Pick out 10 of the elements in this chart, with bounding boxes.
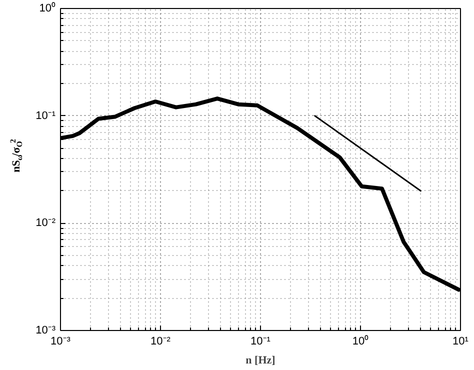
y-tick-label: 10⁻³ (36, 324, 56, 336)
x-axis-title: n [Hz] (246, 354, 276, 366)
x-tick-label: 10⁻¹ (250, 336, 271, 348)
x-tick-label: 10⁻² (150, 336, 171, 348)
y-tick-label: 10⁻² (36, 217, 56, 230)
x-tick-label: 10⁰ (352, 334, 369, 348)
y-tick-label: 10⁰ (39, 2, 56, 14)
x-tick-label: 10¹ (452, 336, 469, 348)
y-tick-label: 10⁻¹ (36, 110, 56, 122)
x-tick-label: 10⁻³ (50, 336, 71, 348)
